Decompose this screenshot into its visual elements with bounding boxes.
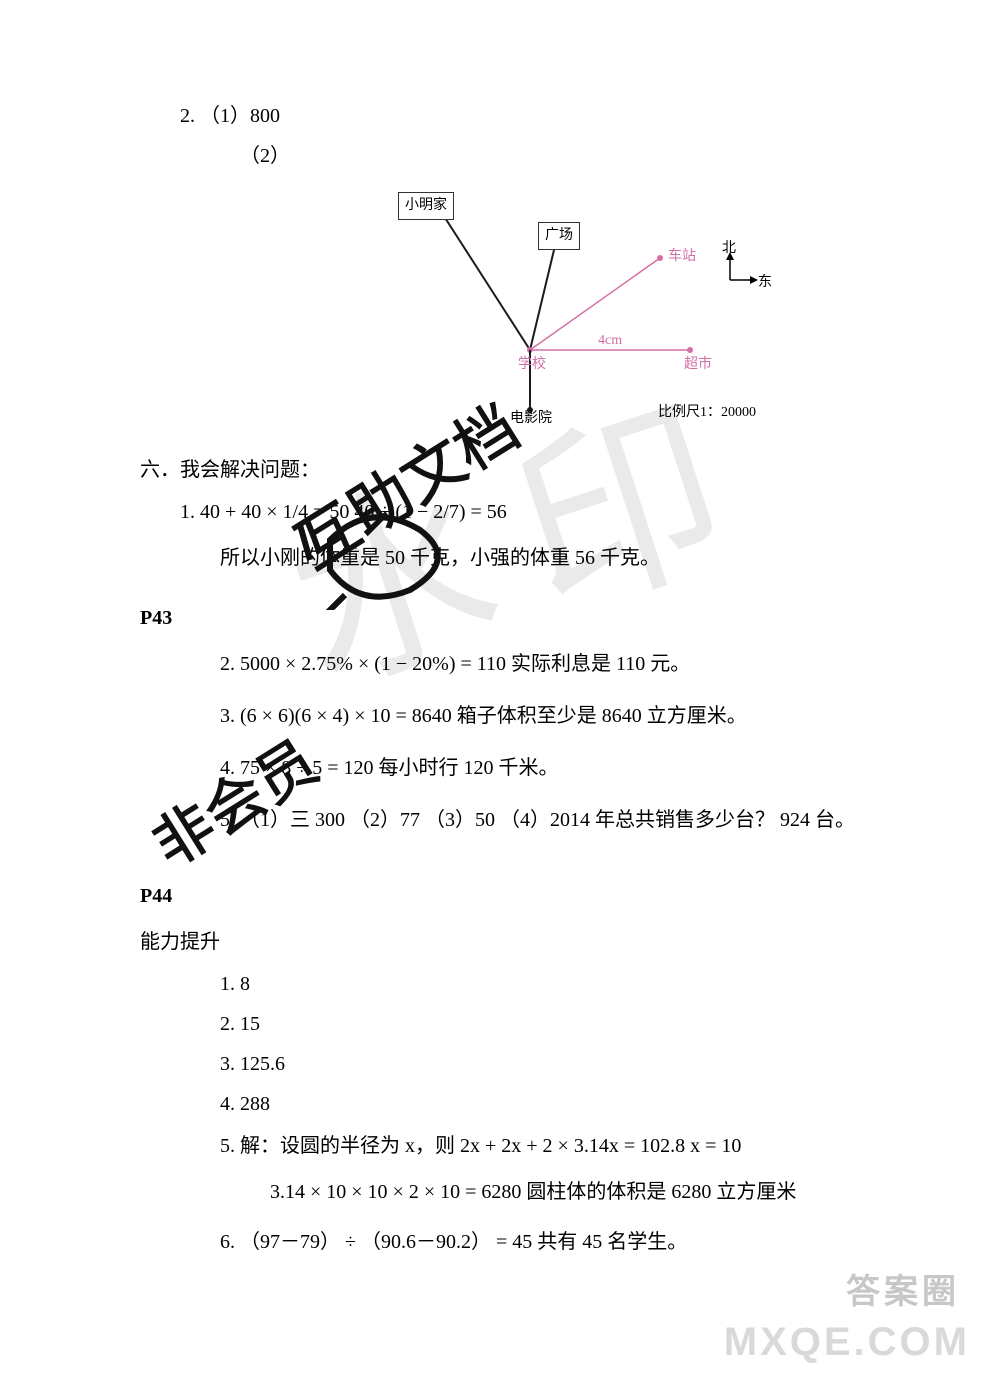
page-content: 2. （1）800 （2） 小明家 广场 [0, 0, 1000, 1266]
diagram-svg [260, 180, 960, 440]
watermark-url: MXQE.COM [724, 1320, 970, 1365]
p43-q3: 3. (6 × 6)(6 × 4) × 10 = 8640 箱子体积至少是 86… [220, 700, 860, 732]
p44-q4: 4. 288 [220, 1088, 860, 1120]
six-q1a: 1. 40 + 40 × 1/4 = 50 40 ÷ (1 − 2/7) = 5… [180, 496, 860, 528]
p44-label: P44 [140, 880, 860, 912]
p44-q2: 2. 15 [220, 1008, 860, 1040]
p44-q5b: 3.14 × 10 × 10 × 2 × 10 = 6280 圆柱体的体积是 6… [270, 1176, 860, 1208]
p43-q2: 2. 5000 × 2.75% × (1 − 20%) = 110 实际利息是 … [220, 648, 860, 680]
q2-part1: 2. （1）800 [180, 100, 860, 132]
label-chezhan: 车站 [668, 246, 696, 268]
p43-q4: 4. 75 × 8 ÷ 5 = 120 每小时行 120 千米。 [220, 752, 860, 784]
map-diagram: 小明家 广场 车站 4cm 学校 超市 电影院 北 东 比例尺1：20000 [260, 180, 960, 440]
p44-q6: 6. （97－79） ÷ （90.6－90.2） = 45 共有 45 名学生。 [220, 1226, 860, 1258]
watermark-answer-circle: 答案圈 [846, 1264, 960, 1313]
label-distance: 4cm [598, 330, 622, 352]
p44-q3: 3. 125.6 [220, 1048, 860, 1080]
p43-label: P43 [140, 602, 860, 634]
six-q1b: 所以小刚的体重是 50 千克，小强的体重 56 千克。 [220, 542, 860, 574]
q2-part2: （2） [240, 140, 860, 172]
p43-q5: 5. （1）三 300 （2）77 （3）50 （4）2014 年总共销售多少台… [220, 804, 860, 836]
label-xuexiao: 学校 [518, 354, 546, 376]
compass-north: 北 [722, 238, 736, 260]
node-guangchang: 广场 [538, 222, 580, 250]
label-scale: 比例尺1：20000 [658, 402, 756, 424]
p44-q5a: 5. 解：设圆的半径为 x，则 2x + 2x + 2 × 3.14x = 10… [220, 1130, 860, 1162]
label-dianyingyuan: 电影院 [510, 408, 552, 430]
section-six: 六．我会解决问题： [140, 454, 860, 486]
node-xiaoming: 小明家 [398, 192, 454, 220]
p44-q1: 1. 8 [220, 968, 860, 1000]
compass-east: 东 [758, 272, 772, 294]
p44-section: 能力提升 [140, 926, 860, 958]
label-chaoshi: 超市 [684, 354, 712, 376]
